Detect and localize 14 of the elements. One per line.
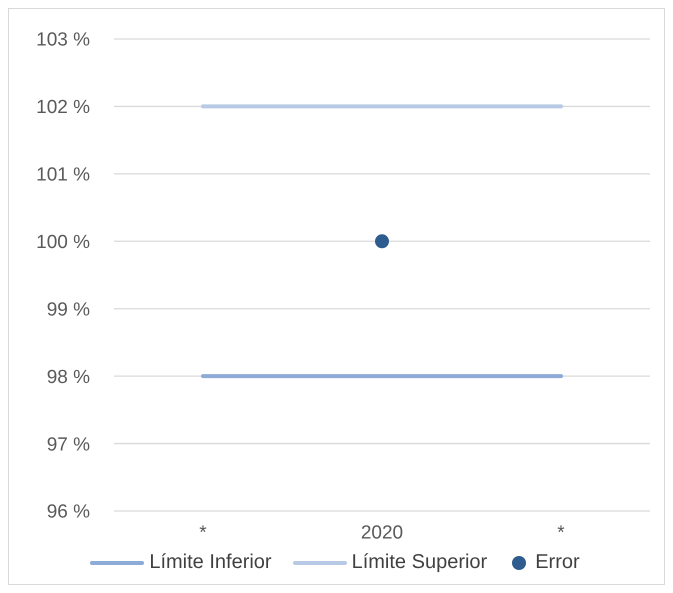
legend-label: Límite Superior	[352, 551, 488, 574]
y-tick-label: 98 %	[46, 366, 90, 388]
y-tick-label: 100 %	[36, 232, 90, 254]
y-tick-label: 99 %	[46, 299, 90, 320]
y-tick-label: 101 %	[36, 164, 90, 186]
y-tick-label: 102 %	[36, 97, 90, 118]
legend-label: Límite Inferior	[149, 551, 272, 574]
y-tick-label: 97 %	[46, 434, 90, 456]
x-tick-label: 2020	[360, 522, 404, 544]
y-tick-label: 96 %	[46, 502, 90, 523]
legend-label: Error	[535, 551, 580, 574]
x-tick-label: *	[199, 522, 208, 544]
x-tick-label: *	[557, 522, 566, 544]
y-tick-label: 103 %	[36, 30, 90, 51]
